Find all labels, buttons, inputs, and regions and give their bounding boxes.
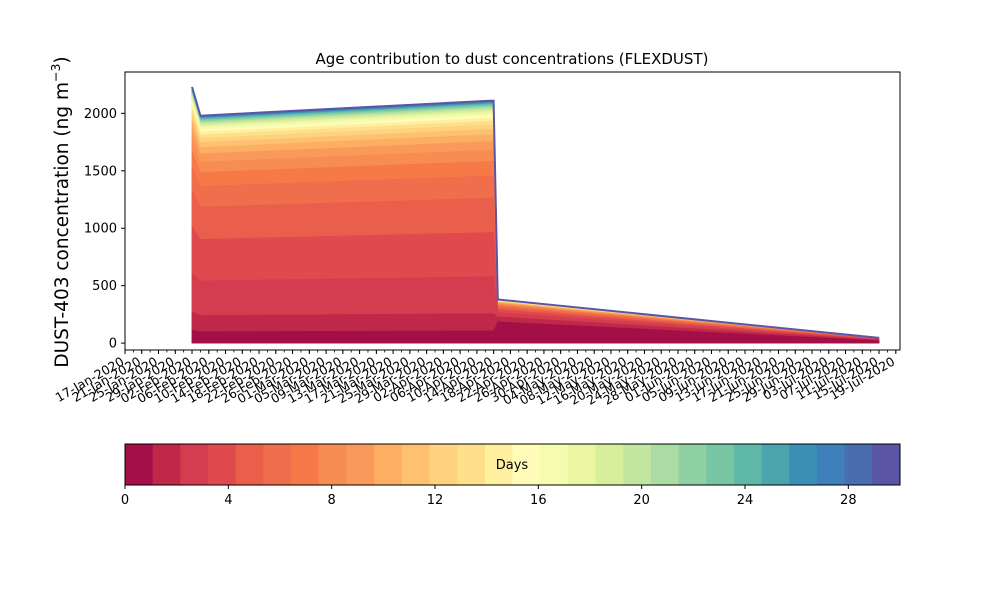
y-tick-label: 1000: [84, 222, 117, 237]
colorbar-swatch: [457, 444, 486, 485]
colorbar-tick-label: 24: [737, 493, 754, 508]
colorbar-swatch: [208, 444, 237, 485]
colorbar-swatch: [125, 444, 154, 485]
y-tick-label: 2000: [84, 107, 117, 122]
colorbar: 0 4 8 12 16 20 24 28: [121, 443, 901, 508]
y-axis-label-superscript: −3: [48, 64, 63, 82]
colorbar-swatch: [180, 444, 209, 485]
y-axis: 0 500 1000 1500 2000: [84, 107, 125, 352]
colorbar-swatch: [374, 444, 403, 485]
total-line: [191, 86, 880, 339]
colorbar-frame: [124, 443, 901, 486]
colorbar-tick-label: 8: [328, 493, 336, 508]
colorbar-tick-label: 0: [121, 493, 129, 508]
y-tick-label: 500: [92, 279, 117, 294]
chart-title: Age contribution to dust concentrations …: [316, 50, 709, 68]
colorbar-swatch: [429, 444, 458, 485]
colorbar-tick-label: 16: [530, 493, 547, 508]
plot-frame: [124, 71, 901, 351]
colorbar-swatch: [789, 444, 818, 485]
y-axis-label: DUST-403 concentration (ng m−3): [48, 56, 73, 367]
colorbar-swatch: [401, 444, 430, 485]
colorbar-swatch: [844, 444, 873, 485]
colorbar-swatch: [567, 444, 597, 485]
colorbar-swatch: [263, 444, 292, 485]
age-band-0: [191, 321, 880, 344]
colorbar-swatch: [235, 444, 264, 485]
x-axis: 17-Jan-202021-Jan-202025-Jan-202029-Jan-…: [53, 350, 897, 408]
colorbar-tick-label: 20: [633, 493, 650, 508]
y-tick-label: 0: [109, 337, 117, 352]
colorbar-swatch: [650, 444, 680, 485]
colorbar-swatch: [346, 444, 375, 485]
colorbar-swatch: [733, 444, 763, 485]
colorbar-swatch: [512, 444, 541, 485]
colorbar-swatch: [678, 444, 707, 485]
colorbar-tick-label: 12: [427, 493, 444, 508]
colorbar-tick-label: 28: [840, 493, 857, 508]
colorbar-swatch: [540, 444, 569, 485]
colorbar-swatch: [816, 444, 846, 485]
colorbar-tick-label: 4: [224, 493, 232, 508]
colorbar-swatch: [318, 444, 347, 485]
colorbar-label: Days: [496, 458, 529, 473]
colorbar-swatch: [291, 444, 320, 485]
colorbar-swatch: [872, 444, 901, 485]
y-axis-label-main: DUST-403 concentration (ng m: [52, 82, 73, 368]
colorbar-swatch: [595, 444, 624, 485]
colorbar-swatch: [706, 444, 735, 485]
colorbar-swatch: [761, 444, 790, 485]
colorbar-swatch: [623, 444, 652, 485]
y-tick-label: 1500: [84, 164, 117, 179]
colorbar-swatch: [152, 444, 181, 485]
colorbar-swatch: [484, 444, 513, 485]
stacked-areas: [191, 86, 880, 344]
y-axis-label-close: ): [52, 56, 73, 63]
